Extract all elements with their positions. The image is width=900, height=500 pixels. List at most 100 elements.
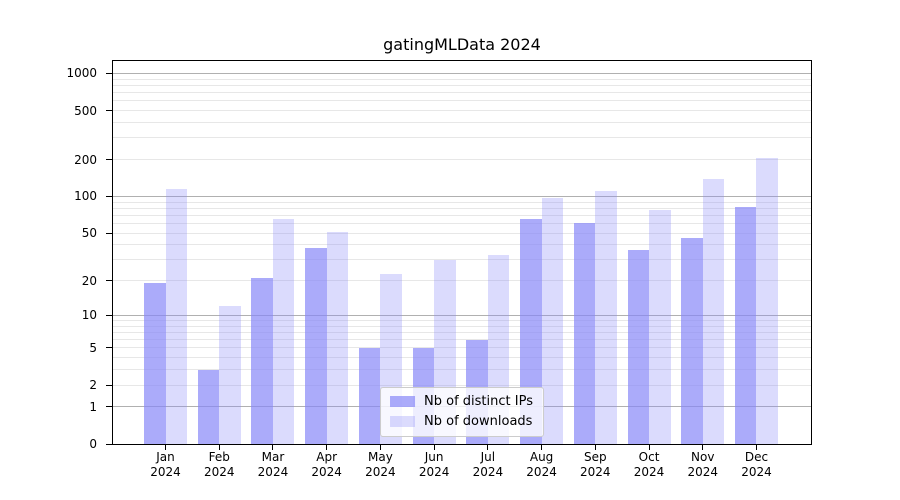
x-tick-mark [755, 445, 757, 450]
minor-gridline [113, 201, 811, 203]
x-tick-month: Aug [529, 450, 554, 464]
x-tick-year: 2024 [687, 465, 719, 479]
minor-gridline [113, 159, 811, 161]
major-gridline [113, 72, 811, 74]
minor-gridline [113, 357, 811, 359]
x-tick-year: 2024 [741, 465, 772, 479]
y-tick-label-200: 200 [74, 152, 97, 167]
legend-label-distinct-ips: Nb of distinct IPs [424, 394, 533, 409]
minor-gridline [113, 259, 811, 261]
x-tick-year: 2024 [365, 465, 396, 479]
y-tick-label-2: 2 [89, 378, 97, 393]
chart-title: gatingMLData 2024 [383, 35, 541, 54]
y-tick-label-0: 0 [89, 437, 97, 451]
bar-nov-downloads [702, 178, 725, 444]
minor-gridline [113, 207, 811, 209]
minor-gridline [113, 244, 811, 246]
x-tick-year: 2024 [150, 465, 181, 479]
x-tick-mark [326, 445, 328, 450]
y-tick-mark [106, 384, 112, 386]
x-tick-month: Mar [261, 450, 285, 464]
y-tick-label-1000: 1000 [66, 66, 97, 81]
minor-gridline [113, 137, 811, 139]
x-tick-mark [648, 445, 650, 450]
y-tick-mark [106, 195, 112, 197]
x-tick-month: Nov [691, 450, 715, 464]
bar-nov-distinct-ips [681, 237, 703, 444]
y-tick-mark [106, 110, 112, 112]
minor-gridline [113, 214, 811, 216]
x-tick-month: Jun [424, 450, 444, 464]
x-tick-label-mar: Mar 2024 [243, 450, 303, 480]
x-tick-month: Apr [316, 450, 338, 464]
x-tick-label-dec: Dec 2024 [726, 450, 786, 480]
bar-dec-distinct-ips [734, 206, 757, 444]
x-tick-label-nov: Nov 2024 [673, 450, 733, 480]
x-tick-mark [272, 445, 274, 450]
y-tick-label-20: 20 [81, 273, 97, 288]
bar-mar-distinct-ips [251, 278, 273, 444]
minor-gridline [113, 100, 811, 102]
x-tick-mark [433, 445, 435, 450]
legend-swatch-distinct-ips [390, 396, 416, 407]
x-tick-month: Dec [744, 450, 769, 464]
minor-gridline [113, 84, 811, 86]
y-tick-mark [106, 280, 112, 282]
bar-jan-distinct-ips [144, 283, 166, 444]
x-tick-month: Jan [156, 450, 175, 464]
y-tick-label-10: 10 [81, 308, 97, 323]
minor-gridline [113, 280, 811, 282]
bar-mar-downloads [272, 219, 295, 444]
legend-label-downloads: Nb of downloads [424, 414, 533, 429]
x-tick-label-jun: Jun 2024 [404, 450, 464, 480]
minor-gridline [113, 78, 811, 80]
bar-feb-downloads [219, 306, 241, 444]
major-gridline [113, 314, 811, 316]
y-tick-label-50: 50 [81, 226, 97, 241]
bar-oct-downloads [649, 210, 671, 444]
y-tick-label-100: 100 [74, 189, 97, 204]
minor-gridline [113, 92, 811, 94]
x-tick-mark [594, 445, 596, 450]
minor-gridline [113, 331, 811, 333]
x-tick-year: 2024 [580, 465, 611, 479]
y-tick-mark [106, 159, 112, 161]
x-tick-year: 2024 [633, 465, 665, 479]
minor-gridline [113, 369, 811, 371]
legend-item-downloads: Nb of downloads [390, 413, 533, 430]
bar-may-distinct-ips [358, 347, 381, 444]
bar-sep-downloads [595, 191, 617, 444]
bar-oct-distinct-ips [627, 250, 650, 444]
x-tick-month: Sep [584, 450, 607, 464]
bar-apr-distinct-ips [305, 247, 327, 444]
bar-apr-downloads [326, 232, 349, 444]
x-tick-month: Oct [638, 450, 660, 464]
x-tick-year: 2024 [203, 465, 235, 479]
bar-sep-distinct-ips [573, 222, 596, 444]
y-tick-mark [106, 72, 112, 74]
x-tick-year: 2024 [472, 465, 504, 479]
minor-gridline [113, 384, 811, 386]
y-tick-mark [106, 314, 112, 316]
legend: Nb of distinct IPs Nb of downloads [380, 387, 544, 437]
x-tick-mark [218, 445, 220, 450]
x-tick-month: Feb [208, 450, 230, 464]
x-tick-year: 2024 [257, 465, 289, 479]
minor-gridline [113, 121, 811, 123]
minor-gridline [113, 339, 811, 341]
bar-feb-distinct-ips [197, 369, 220, 444]
x-tick-label-sep: Sep 2024 [565, 450, 625, 480]
x-tick-label-apr: Apr 2024 [297, 450, 357, 480]
minor-gridline [113, 319, 811, 321]
y-tick-label-1: 1 [89, 399, 97, 414]
x-tick-mark [702, 445, 704, 450]
x-tick-year: 2024 [311, 465, 342, 479]
y-tick-label-500: 500 [74, 103, 97, 118]
x-tick-label-may: May 2024 [350, 450, 410, 480]
x-tick-label-feb: Feb 2024 [189, 450, 249, 480]
x-tick-label-jul: Jul 2024 [458, 450, 518, 480]
x-tick-mark [165, 445, 166, 450]
y-tick-label-5: 5 [89, 340, 97, 355]
minor-gridline [113, 232, 811, 234]
